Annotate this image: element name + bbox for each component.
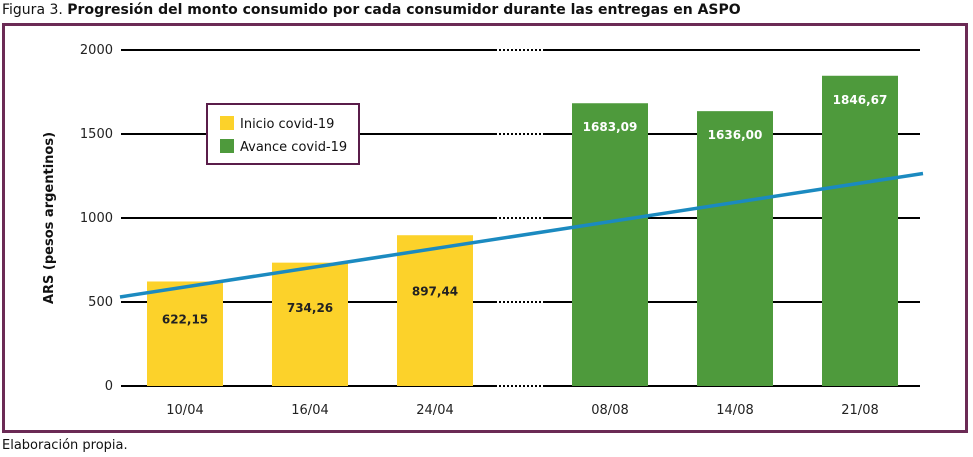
data-label-16/04: 734,26 xyxy=(287,301,333,315)
data-label-10/04: 622,15 xyxy=(162,312,208,326)
bar-10/04 xyxy=(147,281,223,386)
figure-title: Progresión del monto consumido por cada … xyxy=(67,2,741,18)
figure-source: Elaboración propia. xyxy=(2,438,128,453)
bar-14/08 xyxy=(697,111,773,386)
x-tick-label-10/04: 10/04 xyxy=(166,403,203,418)
figure-caption: Figura 3. Progresión del monto consumido… xyxy=(2,2,741,18)
y-tick-label-0: 0 xyxy=(105,379,113,394)
trend-line xyxy=(119,171,924,299)
y-tick-label-2000: 2000 xyxy=(80,43,113,58)
chart-frame: 0 500 1000 1500 2000 622,15 734,26 897,44 1683,0… xyxy=(2,23,968,433)
x-tick-label-14/08: 14/08 xyxy=(716,403,753,418)
data-label-21/08: 1846,67 xyxy=(833,93,888,107)
legend-swatch-2 xyxy=(220,139,234,153)
data-label-14/08: 1636,00 xyxy=(708,128,763,142)
legend-box xyxy=(206,103,360,165)
legend-label-1: Inicio covid-19 xyxy=(240,117,334,132)
bar-08/08 xyxy=(572,103,648,387)
y-tick-label-500: 500 xyxy=(88,295,113,310)
x-tick-label-24/04: 24/04 xyxy=(416,403,453,418)
y-axis-label: ARS (pesos argentinos) xyxy=(42,132,57,304)
bar-24/04 xyxy=(397,235,473,386)
y-tick-label-1000: 1000 xyxy=(80,211,113,226)
bar-chart: 0 500 1000 1500 2000 622,15 734,26 897,44 1683,0… xyxy=(42,43,924,418)
figure-number: Figura 3. xyxy=(2,2,63,18)
x-tick-label-21/08: 21/08 xyxy=(841,403,878,418)
legend-swatch-1 xyxy=(220,116,234,130)
x-tick-label-16/04: 16/04 xyxy=(291,403,328,418)
bar-16/04 xyxy=(272,262,348,386)
data-label-24/04: 897,44 xyxy=(412,285,458,299)
legend-label-2: Avance covid-19 xyxy=(240,140,347,155)
y-tick-label-1500: 1500 xyxy=(80,127,113,142)
data-label-08/08: 1683,09 xyxy=(583,120,638,134)
bar-21/08 xyxy=(822,75,898,386)
x-tick-label-08/08: 08/08 xyxy=(591,403,628,418)
